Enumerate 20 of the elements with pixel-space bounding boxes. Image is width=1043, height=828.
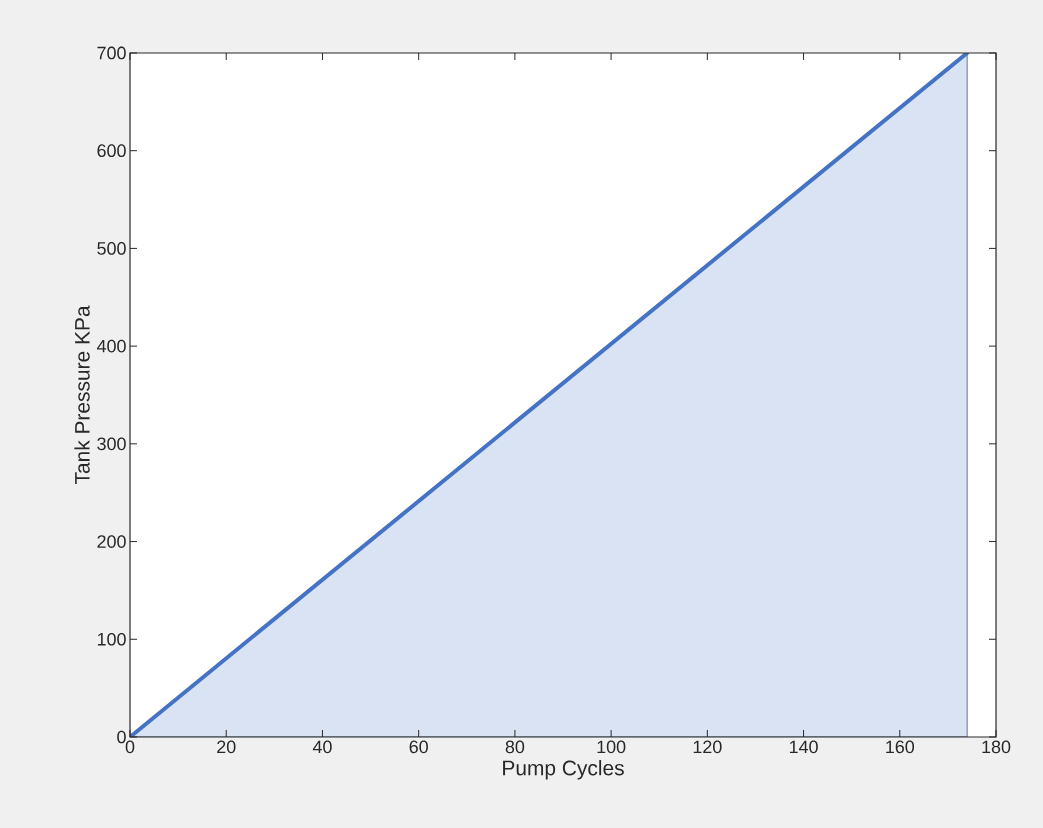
x-tick-label: 60 — [409, 740, 428, 754]
y-tick-label: 400 — [96, 339, 126, 353]
x-tick-label: 180 — [982, 740, 1011, 754]
y-tick-label: 500 — [97, 242, 126, 255]
y-tick-label: 600 — [97, 144, 126, 158]
x-tick-label: 80 — [505, 740, 525, 754]
x-axis-title: Pump Cycles — [503, 760, 624, 780]
y-axis-title: Tank Pressure KPa — [74, 305, 90, 485]
y-tick-label: 100 — [97, 632, 126, 646]
x-tick-label: 120 — [693, 740, 722, 754]
x-tick-label: 140 — [789, 740, 818, 754]
x-tick-label: 40 — [312, 740, 332, 754]
y-tick-label: 0 — [117, 730, 126, 744]
x-tick-label: 0 — [125, 740, 135, 754]
y-tick-label: 700 — [97, 46, 126, 60]
y-tick-label: 200 — [97, 535, 126, 548]
x-tick-label: 160 — [886, 740, 915, 754]
y-tick-label: 300 — [97, 437, 126, 451]
x-tick-label: 20 — [217, 740, 236, 754]
x-tick-label: 100 — [597, 740, 626, 754]
